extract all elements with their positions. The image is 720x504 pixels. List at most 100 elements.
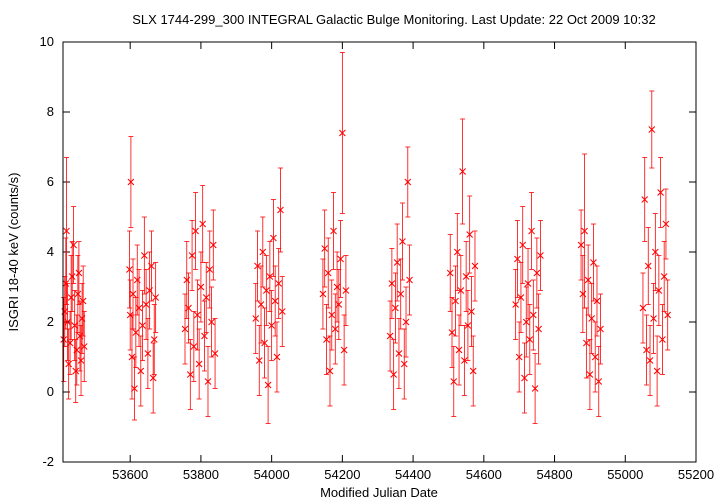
data-point [588, 283, 596, 354]
data-point [653, 335, 661, 407]
data-point [450, 346, 458, 417]
x-tick-label: 53800 [183, 467, 219, 482]
data-point [660, 241, 668, 312]
data-point [321, 209, 329, 288]
data-point [597, 293, 604, 365]
data-point [643, 314, 650, 386]
data-point [262, 255, 270, 326]
data-point [80, 311, 88, 382]
data-point [63, 157, 70, 305]
data-point [186, 339, 194, 410]
data-point [453, 213, 461, 291]
data-point [462, 241, 470, 312]
data-point [402, 286, 410, 358]
data-point [195, 328, 203, 400]
data-point [515, 321, 523, 393]
data-point [471, 230, 479, 302]
data-point [446, 234, 454, 312]
data-point [406, 244, 413, 316]
data-point [452, 265, 459, 337]
data-point [590, 223, 597, 302]
data-point [337, 220, 344, 298]
data-point [386, 300, 394, 372]
x-tick-label: 55000 [607, 467, 643, 482]
data-point [206, 230, 214, 309]
data-point [650, 283, 657, 354]
x-tick-label: 54800 [536, 467, 572, 482]
y-tick-label: 0 [47, 384, 54, 399]
data-point [326, 335, 334, 407]
data-point [583, 307, 590, 379]
data-point [659, 304, 666, 375]
data-point [77, 325, 85, 396]
data-point [593, 265, 601, 337]
data-point [137, 335, 145, 407]
x-tick-label: 53600 [112, 467, 148, 482]
data-point [149, 342, 157, 414]
x-axis-label: Modified Julian Date [320, 485, 438, 500]
data-point [335, 269, 343, 340]
data-point [268, 290, 275, 361]
plot-frame [62, 41, 697, 463]
y-tick-label: -2 [42, 454, 54, 469]
data-point [71, 290, 79, 361]
data-point [459, 118, 466, 225]
data-point [252, 283, 260, 354]
data-point [75, 241, 83, 305]
x-tick-label: 54200 [324, 467, 360, 482]
data-point [531, 353, 539, 424]
data-point [72, 339, 80, 403]
data-point [67, 255, 75, 340]
data-point [277, 167, 284, 253]
data-point [662, 188, 670, 260]
data-point [529, 279, 537, 351]
data-point [657, 157, 664, 228]
y-tick-label: 10 [40, 34, 54, 49]
data-point [512, 269, 520, 340]
data-point [393, 223, 401, 302]
data-point [142, 269, 150, 340]
data-point [648, 90, 656, 169]
data-point [584, 244, 592, 316]
data-point [259, 216, 267, 288]
data-point [152, 262, 160, 333]
data-point [641, 157, 649, 242]
y-axis-ticks: -2 0 2 4 6 8 10 [40, 34, 696, 469]
data-point [60, 297, 68, 382]
data-point [331, 293, 339, 365]
data-point [521, 342, 528, 414]
x-tick-label: 54000 [254, 467, 290, 482]
data-point [129, 258, 137, 330]
data-point [74, 255, 82, 333]
data-point [655, 255, 663, 326]
data-point [519, 206, 527, 284]
data-point [646, 325, 654, 396]
data-point [188, 220, 196, 291]
data-point [528, 192, 535, 270]
data-point [79, 265, 87, 337]
data-point [388, 248, 396, 319]
data-point [342, 255, 350, 326]
data-point [181, 293, 189, 365]
data-point [278, 276, 286, 347]
data-point [390, 339, 397, 410]
data-point [639, 272, 647, 344]
data-point [644, 227, 652, 305]
data-point [461, 325, 468, 396]
data-point [261, 307, 268, 379]
data-point [144, 318, 152, 389]
data-point [64, 283, 71, 361]
data-point [448, 297, 456, 368]
data-point [150, 304, 158, 375]
data-point [581, 153, 588, 309]
data-point [324, 237, 332, 309]
data-point [185, 272, 192, 344]
data-point [270, 199, 277, 277]
data-point [524, 248, 532, 319]
y-tick-label: 8 [47, 104, 54, 119]
data-point [535, 293, 542, 365]
data-point [339, 52, 346, 214]
data-point [266, 241, 274, 312]
data-point [586, 339, 594, 410]
